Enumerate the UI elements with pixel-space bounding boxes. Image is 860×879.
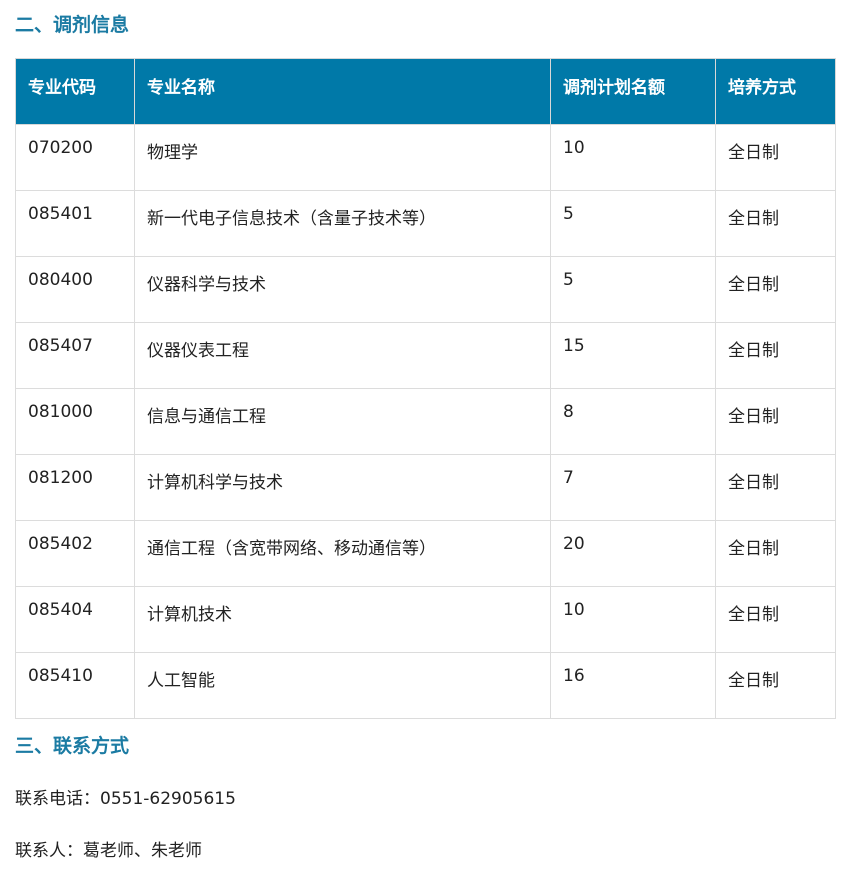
table-row: 085401 新一代电子信息技术（含量子技术等） 5 全日制	[15, 190, 836, 257]
cell-study-mode: 全日制	[715, 652, 836, 719]
section-title-contact: 三、联系方式	[15, 735, 130, 757]
cell-major-code: 085410	[15, 652, 135, 719]
cell-major-name: 通信工程（含宽带网络、移动通信等）	[134, 520, 551, 587]
table-header-row: 专业代码 专业名称 调剂计划名额 培养方式	[15, 58, 836, 125]
table-row: 085402 通信工程（含宽带网络、移动通信等） 20 全日制	[15, 520, 836, 587]
cell-major-code: 081000	[15, 388, 135, 455]
cell-major-code: 081200	[15, 454, 135, 521]
cell-quota: 10	[550, 586, 716, 653]
cell-major-name: 新一代电子信息技术（含量子技术等）	[134, 190, 551, 257]
adjustment-table: 专业代码 专业名称 调剂计划名额 培养方式 070200 物理学 10 全日制 0854…	[15, 58, 836, 719]
table-row: 085410 人工智能 16 全日制	[15, 652, 836, 719]
cell-quota: 16	[550, 652, 716, 719]
cell-study-mode: 全日制	[715, 124, 836, 191]
cell-major-name: 仪器仪表工程	[134, 322, 551, 389]
cell-major-code: 085407	[15, 322, 135, 389]
contact-phone: 联系电话：0551-62905615	[15, 789, 236, 809]
cell-major-name: 计算机技术	[134, 586, 551, 653]
header-major-name: 专业名称	[134, 58, 551, 125]
cell-study-mode: 全日制	[715, 454, 836, 521]
cell-study-mode: 全日制	[715, 388, 836, 455]
cell-major-code: 085401	[15, 190, 135, 257]
cell-quota: 7	[550, 454, 716, 521]
cell-major-code: 085402	[15, 520, 135, 587]
table-row: 070200 物理学 10 全日制	[15, 124, 836, 191]
table-row: 081200 计算机科学与技术 7 全日制	[15, 454, 836, 521]
cell-quota: 5	[550, 256, 716, 323]
header-quota: 调剂计划名额	[550, 58, 716, 125]
cell-major-code: 070200	[15, 124, 135, 191]
cell-quota: 5	[550, 190, 716, 257]
cell-major-name: 物理学	[134, 124, 551, 191]
cell-study-mode: 全日制	[715, 256, 836, 323]
table-row: 080400 仪器科学与技术 5 全日制	[15, 256, 836, 323]
cell-study-mode: 全日制	[715, 322, 836, 389]
cell-quota: 8	[550, 388, 716, 455]
table-row: 081000 信息与通信工程 8 全日制	[15, 388, 836, 455]
cell-study-mode: 全日制	[715, 190, 836, 257]
cell-major-code: 085404	[15, 586, 135, 653]
header-study-mode: 培养方式	[715, 58, 836, 125]
cell-study-mode: 全日制	[715, 520, 836, 587]
cell-study-mode: 全日制	[715, 586, 836, 653]
cell-quota: 10	[550, 124, 716, 191]
table-row: 085407 仪器仪表工程 15 全日制	[15, 322, 836, 389]
table-row: 085404 计算机技术 10 全日制	[15, 586, 836, 653]
cell-major-name: 信息与通信工程	[134, 388, 551, 455]
cell-major-name: 仪器科学与技术	[134, 256, 551, 323]
cell-quota: 20	[550, 520, 716, 587]
section-title-adjustment-info: 二、调剂信息	[15, 14, 130, 36]
cell-major-code: 080400	[15, 256, 135, 323]
cell-major-name: 人工智能	[134, 652, 551, 719]
contact-person: 联系人：葛老师、朱老师	[15, 841, 202, 861]
cell-quota: 15	[550, 322, 716, 389]
cell-major-name: 计算机科学与技术	[134, 454, 551, 521]
header-major-code: 专业代码	[15, 58, 135, 125]
